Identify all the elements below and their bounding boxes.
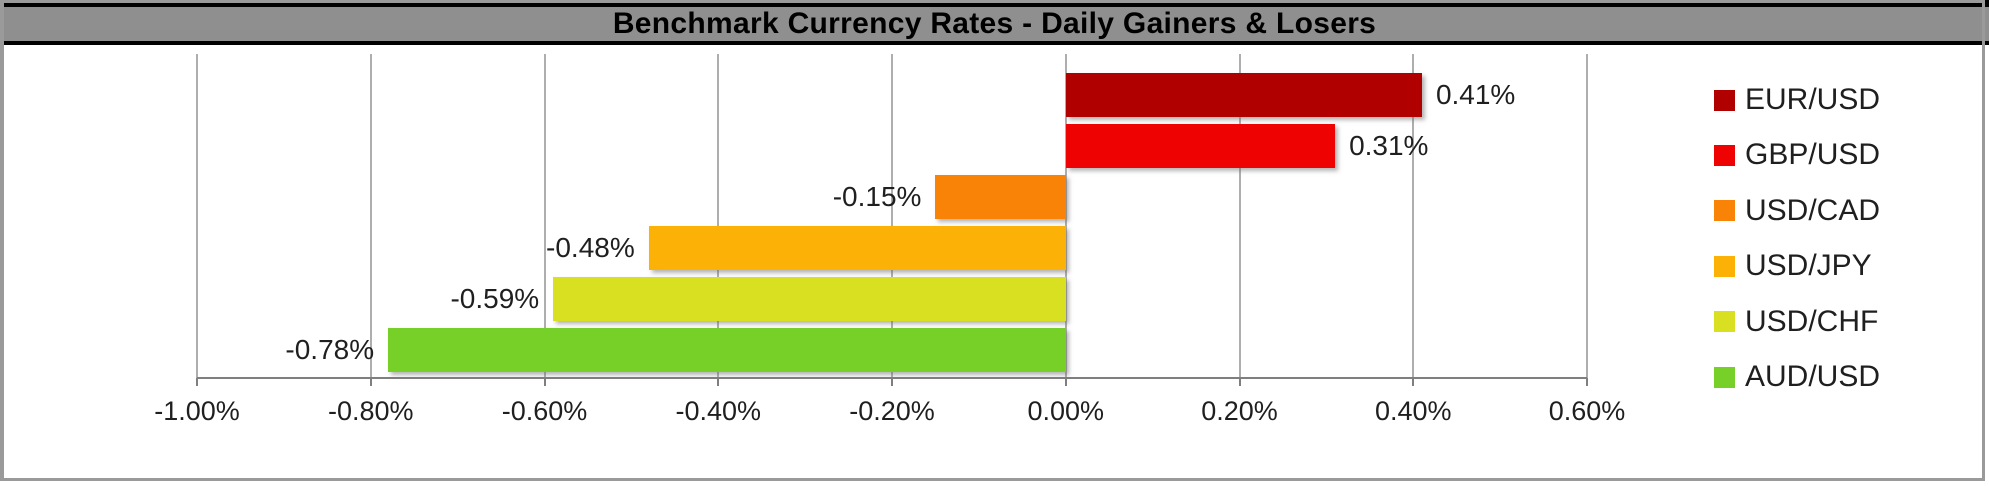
legend-item-usd-jpy: USD/JPY xyxy=(1714,249,1872,283)
legend-swatch-eur-usd xyxy=(1714,89,1735,111)
x-tick-label: 0.00% xyxy=(1027,396,1105,426)
gridline xyxy=(1238,54,1241,378)
x-tick-label: -0.40% xyxy=(675,396,762,426)
legend-label-gbp-usd: GBP/USD xyxy=(1745,138,1881,172)
legend-item-usd-cad: USD/CAD xyxy=(1714,194,1880,228)
x-tick-label: 0.40% xyxy=(1374,396,1452,426)
data-label-gbp-usd: 0.31% xyxy=(1349,130,1429,161)
gridline xyxy=(543,54,546,378)
legend-label-aud-usd: AUD/USD xyxy=(1745,360,1881,393)
legend-swatch-usd-cad xyxy=(1714,200,1735,222)
axis-tick-mark xyxy=(1238,378,1241,386)
legend-swatch-usd-chf xyxy=(1714,311,1735,333)
bar-usd-chf xyxy=(553,277,1066,321)
legend-label-eur-usd: EUR/USD xyxy=(1745,83,1881,116)
bar-aud-usd xyxy=(388,328,1066,372)
legend-item-eur-usd: EUR/USD xyxy=(1714,83,1880,117)
gridline xyxy=(1412,54,1415,378)
x-tick-label: -0.60% xyxy=(501,396,588,426)
x-tick-label: 0.20% xyxy=(1201,396,1278,426)
axis-tick-mark xyxy=(1586,378,1588,386)
axis-tick-mark xyxy=(1064,378,1067,386)
legend-item-gbp-usd: GBP/USD xyxy=(1714,138,1880,172)
data-label-usd-cad: -0.15% xyxy=(832,181,922,212)
axis-tick-mark xyxy=(891,378,893,386)
bar-gbp-usd xyxy=(1065,124,1336,168)
axis-tick-mark xyxy=(543,378,546,386)
x-tick-label: 0.60% xyxy=(1548,396,1626,426)
gridline xyxy=(1586,54,1588,378)
x-tick-label: -1.00% xyxy=(154,396,240,426)
x-tick-label: -0.80% xyxy=(327,396,414,426)
legend-item-aud-usd: AUD/USD xyxy=(1714,360,1880,394)
legend-swatch-gbp-usd xyxy=(1714,144,1735,166)
legend-label-usd-jpy: USD/JPY xyxy=(1745,249,1872,283)
legend-item-usd-chf: USD/CHF xyxy=(1714,305,1878,339)
axis-tick-mark xyxy=(196,378,198,386)
axis-tick-mark xyxy=(717,378,720,386)
legend-swatch-aud-usd xyxy=(1714,366,1735,388)
gridline xyxy=(196,54,198,378)
x-tick-label: -0.20% xyxy=(849,396,935,426)
bar-eur-usd xyxy=(1065,73,1422,117)
legend-swatch-usd-jpy xyxy=(1714,255,1735,277)
gridline xyxy=(1064,54,1067,378)
gridline xyxy=(891,54,893,378)
axis-tick-mark xyxy=(369,378,372,386)
gridline xyxy=(717,54,720,378)
data-label-usd-chf: -0.59% xyxy=(450,283,540,314)
chart-title-bar: Benchmark Currency Rates - Daily Gainers… xyxy=(0,0,1989,45)
axis-tick-mark xyxy=(1412,378,1415,386)
x-axis-line xyxy=(197,377,1587,379)
data-label-eur-usd: 0.41% xyxy=(1435,79,1516,110)
legend-label-usd-cad: USD/CAD xyxy=(1745,193,1881,227)
legend-label-usd-chf: USD/CHF xyxy=(1745,304,1879,338)
data-label-aud-usd: -0.78% xyxy=(285,334,375,365)
chart-title: Benchmark Currency Rates - Daily Gainers… xyxy=(612,7,1377,40)
bar-usd-jpy xyxy=(648,226,1066,270)
bar-usd-cad xyxy=(935,175,1066,219)
gridline xyxy=(369,54,372,378)
data-label-usd-jpy: -0.48% xyxy=(546,232,635,263)
